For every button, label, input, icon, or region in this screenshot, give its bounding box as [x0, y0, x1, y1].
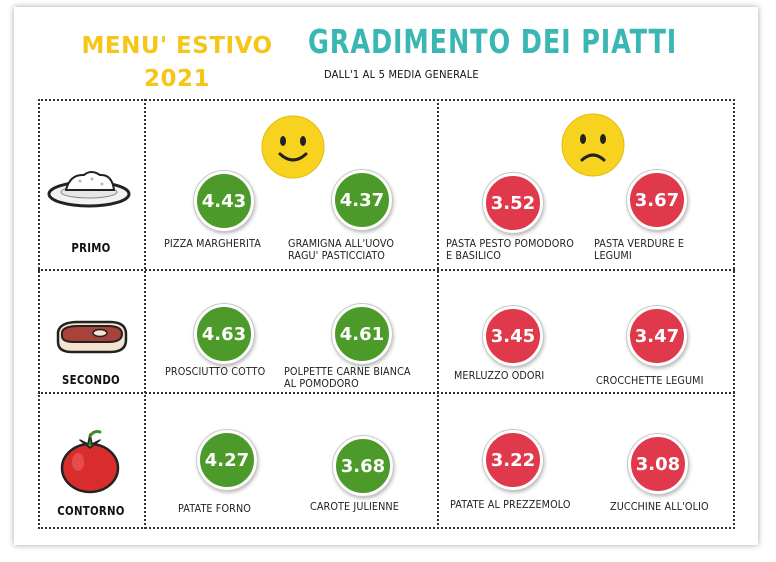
category-label-contorno: CONTORNO	[57, 504, 125, 518]
grid-line-top	[38, 99, 735, 101]
grid-line-row2	[38, 392, 735, 394]
grid-line-cat	[144, 99, 146, 529]
dish-name: PATATE AL PREZZEMOLO	[450, 499, 571, 511]
score-badge: 4.63	[193, 303, 255, 365]
happy-face-icon	[261, 115, 325, 179]
dish-name: CROCCHETTE LEGUMI	[596, 375, 704, 387]
dish-name: PASTA PESTO POMODORO E BASILICO	[446, 238, 574, 262]
sad-face-icon	[561, 113, 625, 177]
rice-plate-icon	[47, 171, 131, 208]
dish-name: PATATE FORNO	[178, 503, 251, 515]
category-label-secondo: SECONDO	[62, 373, 120, 387]
score-badge: 3.08	[627, 433, 689, 495]
score-badge: 4.37	[331, 169, 393, 231]
score-badge: 3.68	[332, 435, 394, 497]
tomato-icon	[60, 430, 120, 494]
subtitle: DALL'1 AL 5 MEDIA GENERALE	[324, 68, 479, 81]
dish-name: PIZZA MARGHERITA	[164, 238, 261, 250]
grid-line-row1	[38, 269, 735, 271]
score-badge: 3.67	[626, 169, 688, 231]
score-badge: 4.61	[331, 303, 393, 365]
dish-name: POLPETTE CARNE BIANCA AL POMODORO	[284, 366, 411, 390]
score-badge: 3.45	[482, 305, 544, 367]
page-title: GRADIMENTO DEI PIATTI	[308, 22, 678, 61]
menu-title-line1: MENU' ESTIVO	[81, 33, 273, 59]
score-badge: 3.52	[482, 172, 544, 234]
grid-line-right	[733, 99, 735, 529]
menu-title-line2: 2021	[143, 66, 210, 92]
dish-name: GRAMIGNA ALL'UOVO RAGU' PASTICCIATO	[288, 238, 395, 262]
grid-line-left	[38, 99, 40, 529]
steak-icon	[56, 320, 128, 354]
dish-name: PASTA VERDURE E LEGUMI	[594, 238, 685, 262]
score-badge: 3.47	[626, 305, 688, 367]
grid-line-bottom	[38, 527, 735, 529]
dish-name: MERLUZZO ODORI	[454, 370, 545, 382]
score-badge: 4.27	[196, 429, 258, 491]
dish-name: PROSCIUTTO COTTO	[165, 366, 266, 378]
category-label-primo: PRIMO	[71, 241, 111, 255]
dish-name: CAROTE JULIENNE	[310, 501, 399, 513]
menu-title: MENU' ESTIVO 2021	[64, 30, 290, 96]
score-badge: 3.22	[482, 429, 544, 491]
dish-name: ZUCCHINE ALL'OLIO	[610, 501, 709, 513]
score-badge: 4.43	[193, 170, 255, 232]
grid-line-mid	[437, 99, 439, 529]
